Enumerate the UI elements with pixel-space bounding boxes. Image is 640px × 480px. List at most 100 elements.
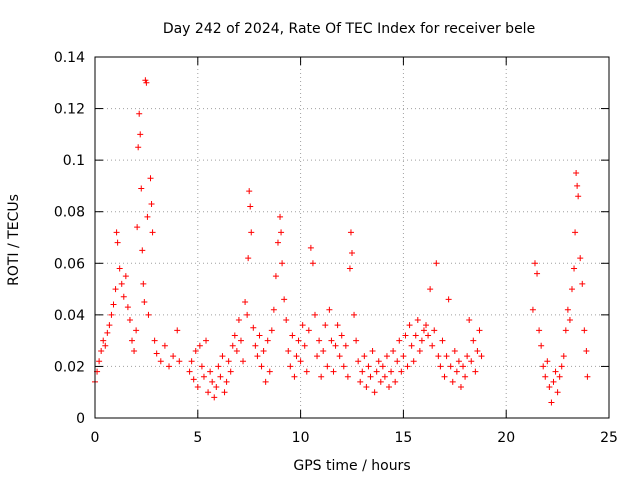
- data-point: [542, 373, 549, 380]
- y-tick-label: 0.14: [54, 50, 85, 66]
- x-tick-label: 20: [497, 430, 515, 446]
- data-point: [295, 337, 302, 344]
- data-point: [186, 368, 193, 375]
- data-point: [254, 353, 261, 360]
- data-point: [144, 213, 151, 220]
- data-point: [108, 311, 115, 318]
- data-point: [176, 358, 183, 365]
- data-point: [145, 311, 152, 318]
- data-point: [404, 363, 411, 370]
- data-point: [478, 353, 485, 360]
- data-point: [472, 368, 479, 375]
- data-point: [546, 384, 553, 391]
- data-point: [143, 79, 150, 86]
- data-point: [453, 368, 460, 375]
- data-point: [124, 304, 131, 311]
- data-point: [200, 373, 207, 380]
- data-point: [170, 353, 177, 360]
- data-point: [353, 337, 360, 344]
- axis-ticks: 0 0.02 0.04 0.06 0.08 0.1 0.12 0.14 0 5 10 15 20 25: [54, 50, 618, 446]
- data-point: [328, 337, 335, 344]
- data-point: [316, 337, 323, 344]
- plot-frame: [94, 56, 610, 419]
- y-axis-label: ROTI / TECUs: [6, 194, 22, 286]
- data-point: [381, 373, 388, 380]
- data-point: [443, 353, 450, 360]
- data-point: [116, 265, 123, 272]
- chart-title: Day 242 of 2024, Rate Of TEC Index for r…: [163, 21, 535, 37]
- data-point: [418, 337, 425, 344]
- data-point: [414, 317, 421, 324]
- data-point: [120, 293, 127, 300]
- data-point: [455, 358, 462, 365]
- data-point: [129, 337, 136, 344]
- data-point: [462, 373, 469, 380]
- grid-lines: [95, 57, 609, 418]
- data-point: [283, 317, 290, 324]
- data-point: [562, 327, 569, 334]
- data-point: [351, 311, 358, 318]
- data-point: [264, 337, 271, 344]
- data-point: [583, 347, 590, 354]
- data-point: [289, 332, 296, 339]
- data-point: [98, 347, 105, 354]
- data-point: [258, 363, 265, 370]
- data-point: [205, 389, 212, 396]
- data-point: [577, 255, 584, 262]
- data-point: [386, 384, 393, 391]
- data-point: [252, 342, 259, 349]
- data-point: [344, 373, 351, 380]
- data-point: [114, 239, 121, 246]
- data-point: [400, 353, 407, 360]
- data-point: [420, 327, 427, 334]
- data-point: [242, 298, 249, 305]
- data-point: [322, 322, 329, 329]
- data-point: [211, 394, 218, 401]
- data-point: [237, 337, 244, 344]
- data-point: [174, 327, 181, 334]
- data-point: [112, 286, 119, 293]
- data-point: [437, 363, 444, 370]
- data-point: [96, 358, 103, 365]
- data-point: [311, 311, 318, 318]
- data-point: [248, 229, 255, 236]
- data-point: [118, 280, 125, 287]
- data-point: [457, 384, 464, 391]
- data-point: [314, 353, 321, 360]
- data-point: [309, 260, 316, 267]
- data-point: [342, 342, 349, 349]
- data-point: [301, 342, 308, 349]
- data-point: [235, 317, 242, 324]
- x-tick-label: 15: [394, 430, 412, 446]
- data-point: [137, 131, 144, 138]
- data-point: [552, 368, 559, 375]
- data-point: [153, 350, 160, 357]
- data-point: [540, 363, 547, 370]
- data-point: [100, 337, 107, 344]
- data-point: [136, 110, 143, 117]
- data-point: [429, 342, 436, 349]
- data-point: [141, 298, 148, 305]
- data-point: [383, 353, 390, 360]
- data-point: [227, 368, 234, 375]
- data-point: [318, 373, 325, 380]
- data-point: [377, 378, 384, 385]
- data-point: [534, 270, 541, 277]
- data-point: [447, 363, 454, 370]
- data-point: [573, 170, 580, 177]
- data-point: [297, 358, 304, 365]
- data-point: [363, 384, 370, 391]
- data-point: [260, 347, 267, 354]
- data-point: [560, 353, 567, 360]
- data-point: [161, 342, 168, 349]
- data-point: [134, 224, 141, 231]
- data-point: [412, 332, 419, 339]
- data-point: [246, 188, 253, 195]
- data-point: [250, 324, 257, 331]
- data-point: [320, 347, 327, 354]
- data-point: [558, 363, 565, 370]
- data-point: [147, 175, 154, 182]
- data-point: [435, 353, 442, 360]
- data-point: [274, 239, 281, 246]
